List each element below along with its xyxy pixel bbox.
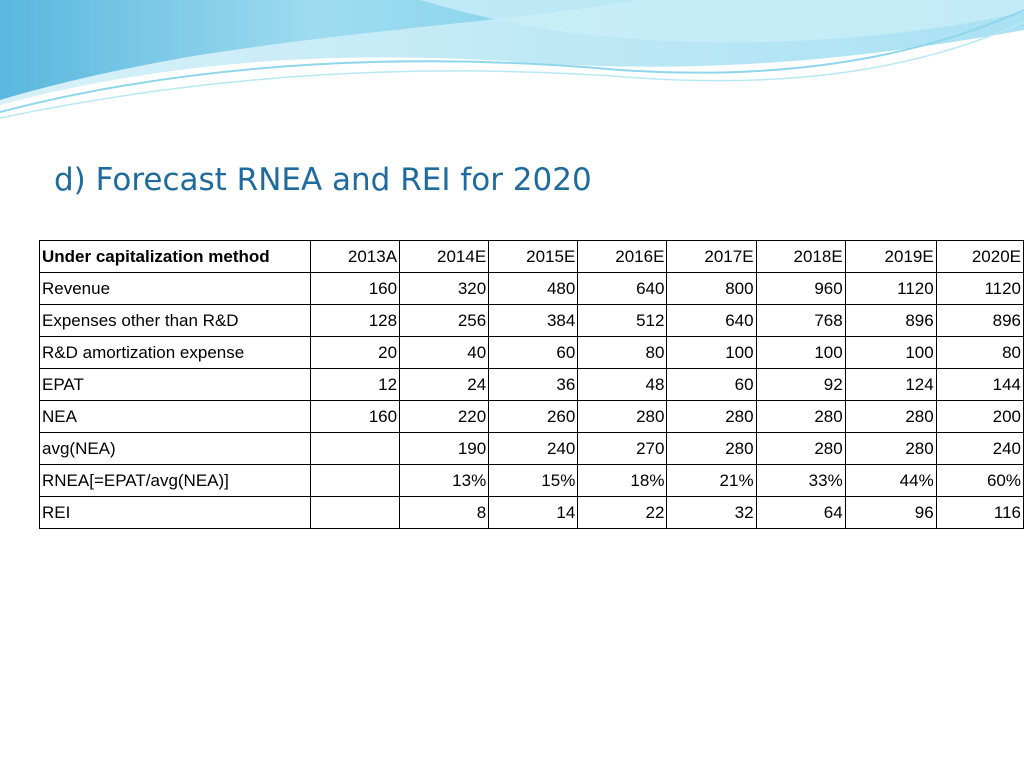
value-cell: 20 bbox=[309, 336, 401, 369]
table-row: Revenue 160 320 480 640 800 960 1120 1120 bbox=[39, 272, 1024, 305]
value-cell: 240 bbox=[488, 432, 579, 465]
value-cell: 260 bbox=[488, 400, 579, 433]
row-label-cell: NEA bbox=[39, 400, 311, 433]
value-cell: 12 bbox=[309, 368, 401, 401]
header-year-cell: 2020E bbox=[935, 240, 1024, 273]
value-cell: 270 bbox=[577, 432, 668, 465]
row-label-cell: EPAT bbox=[39, 368, 311, 401]
row-label-cell: RNEA[=EPAT/avg(NEA)] bbox=[39, 464, 311, 497]
table-row: NEA 160 220 260 280 280 280 280 200 bbox=[39, 400, 1024, 433]
table-row: R&D amortization expense 20 40 60 80 100 100 10… bbox=[39, 336, 1024, 369]
value-cell: 80 bbox=[577, 336, 668, 369]
row-label-cell: Revenue bbox=[39, 272, 311, 305]
header-year-cell: 2017E bbox=[666, 240, 757, 273]
value-cell: 800 bbox=[666, 272, 757, 305]
value-cell: 80 bbox=[935, 336, 1024, 369]
value-cell: 190 bbox=[399, 432, 490, 465]
value-cell: 280 bbox=[666, 432, 757, 465]
value-cell: 100 bbox=[844, 336, 937, 369]
value-cell: 280 bbox=[844, 400, 937, 433]
table-header-row: Under capitalization method 2013A 2014E 201… bbox=[39, 240, 1024, 273]
value-cell: 480 bbox=[488, 272, 579, 305]
value-cell bbox=[309, 496, 401, 529]
value-cell: 220 bbox=[399, 400, 490, 433]
value-cell: 8 bbox=[399, 496, 490, 529]
value-cell: 1120 bbox=[935, 272, 1024, 305]
value-cell: 14 bbox=[488, 496, 579, 529]
header-year-cell: 2013A bbox=[309, 240, 401, 273]
table-row: RNEA[=EPAT/avg(NEA)] 13% 15% 18% 21% 33% 44% 60… bbox=[39, 464, 1024, 497]
value-cell: 92 bbox=[755, 368, 846, 401]
value-cell: 100 bbox=[755, 336, 846, 369]
header-year-cell: 2015E bbox=[488, 240, 579, 273]
value-cell: 96 bbox=[844, 496, 937, 529]
header-year-cell: 2019E bbox=[844, 240, 937, 273]
row-label-cell: Expenses other than R&D bbox=[39, 304, 311, 337]
value-cell: 200 bbox=[935, 400, 1024, 433]
header-year-cell: 2018E bbox=[755, 240, 846, 273]
value-cell: 640 bbox=[666, 304, 757, 337]
row-label-cell: avg(NEA) bbox=[39, 432, 311, 465]
value-cell: 280 bbox=[577, 400, 668, 433]
value-cell: 64 bbox=[755, 496, 846, 529]
value-cell: 33% bbox=[755, 464, 846, 497]
value-cell: 1120 bbox=[844, 272, 937, 305]
value-cell: 128 bbox=[309, 304, 401, 337]
value-cell: 60% bbox=[935, 464, 1024, 497]
table-row: EPAT 12 24 36 48 60 92 124 144 bbox=[39, 368, 1024, 401]
value-cell: 22 bbox=[577, 496, 668, 529]
value-cell: 60 bbox=[488, 336, 579, 369]
header-year-cell: 2014E bbox=[399, 240, 490, 273]
value-cell: 13% bbox=[399, 464, 490, 497]
row-label-cell: REI bbox=[39, 496, 311, 529]
value-cell: 768 bbox=[755, 304, 846, 337]
row-label-cell: R&D amortization expense bbox=[39, 336, 311, 369]
value-cell: 144 bbox=[935, 368, 1024, 401]
value-cell: 280 bbox=[844, 432, 937, 465]
table-body: Under capitalization method 2013A 2014E 201… bbox=[39, 240, 1024, 529]
value-cell: 240 bbox=[935, 432, 1024, 465]
value-cell: 280 bbox=[755, 400, 846, 433]
header-label-cell: Under capitalization method bbox=[39, 240, 311, 273]
value-cell: 21% bbox=[666, 464, 757, 497]
table-row: REI 8 14 22 32 64 96 116 bbox=[39, 496, 1024, 529]
table-row: avg(NEA) 190 240 270 280 280 280 240 bbox=[39, 432, 1024, 465]
value-cell bbox=[309, 432, 401, 465]
value-cell: 40 bbox=[399, 336, 490, 369]
value-cell: 280 bbox=[755, 432, 846, 465]
table-row: Expenses other than R&D 128 256 384 512 640 76… bbox=[39, 304, 1024, 337]
value-cell: 48 bbox=[577, 368, 668, 401]
value-cell: 100 bbox=[666, 336, 757, 369]
value-cell: 256 bbox=[399, 304, 490, 337]
wave-banner bbox=[0, 0, 1024, 119]
value-cell: 384 bbox=[488, 304, 579, 337]
value-cell: 60 bbox=[666, 368, 757, 401]
value-cell: 960 bbox=[755, 272, 846, 305]
forecast-table: Under capitalization method 2013A 2014E 201… bbox=[39, 240, 1024, 529]
value-cell: 15% bbox=[488, 464, 579, 497]
value-cell: 512 bbox=[577, 304, 668, 337]
value-cell: 36 bbox=[488, 368, 579, 401]
value-cell: 24 bbox=[399, 368, 490, 401]
value-cell bbox=[309, 464, 401, 497]
value-cell: 160 bbox=[309, 272, 401, 305]
value-cell: 32 bbox=[666, 496, 757, 529]
value-cell: 320 bbox=[399, 272, 490, 305]
value-cell: 116 bbox=[935, 496, 1024, 529]
slide-title: d) Forecast RNEA and REI for 2020 bbox=[54, 162, 592, 198]
value-cell: 640 bbox=[577, 272, 668, 305]
value-cell: 160 bbox=[309, 400, 401, 433]
value-cell: 124 bbox=[844, 368, 937, 401]
header-year-cell: 2016E bbox=[577, 240, 668, 273]
value-cell: 44% bbox=[844, 464, 937, 497]
value-cell: 280 bbox=[666, 400, 757, 433]
value-cell: 896 bbox=[935, 304, 1024, 337]
value-cell: 18% bbox=[577, 464, 668, 497]
value-cell: 896 bbox=[844, 304, 937, 337]
